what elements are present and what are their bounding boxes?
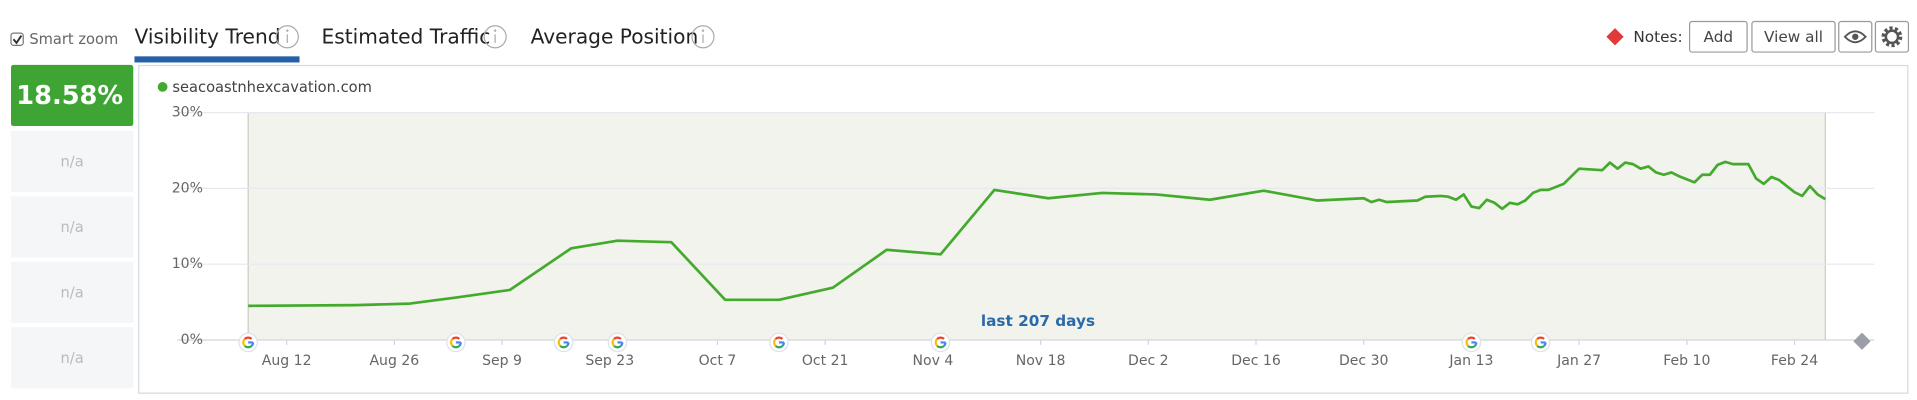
g-arc-blue [617,341,624,347]
google-update-marker [553,332,574,353]
tab[interactable]: Estimated Traffic [322,25,491,49]
g-arc-green [1467,344,1476,349]
settings-button[interactable] [1874,20,1910,53]
g-arc-red [243,336,253,340]
x-tick-label: Dec 2 [1128,353,1169,369]
gear-icon [1884,29,1900,45]
sidebar-row-value: n/a [61,219,84,236]
g-arc-blue [248,341,255,347]
y-tick-label: 0% [181,332,203,348]
g-arc-green [243,344,253,349]
google-update-marker [1461,332,1482,353]
g-arc-red [774,336,784,340]
google-update-marker [607,332,628,353]
x-tick-label: Sep 9 [482,353,522,369]
tab[interactable]: Visibility Trend [134,25,280,49]
g-arc-yellow [1465,338,1469,347]
g-arc-red [451,336,461,340]
plot-area [248,112,1826,340]
x-tick-label: Feb 10 [1663,353,1710,369]
smart-zoom-label[interactable]: Smart zoom [29,31,118,48]
google-update-marker [930,332,951,353]
checkmark [12,35,23,45]
info-dots [286,29,705,32]
chart: 0% 10% 20% 30% Aug 12 Aug 26 Sep 9 Sep 23 Oct 7 O… [157,79,1875,369]
sidebar-row-value: n/a [61,350,84,367]
g-arc-blue [779,341,786,347]
series-line [248,160,1827,308]
notes-label: Notes: [1633,28,1682,46]
view-all-button-label[interactable]: View all [1764,28,1823,46]
google-update-marker [769,332,789,353]
eye-icon [1843,30,1867,44]
g-arc-blue [940,341,947,347]
g-arc-yellow [450,338,454,347]
active-tab-underline [134,56,300,63]
y-tick-label: 30% [172,105,203,121]
annotation: last 207 days [981,312,1095,330]
g-arc-blue [563,341,570,347]
g-arc-yellow [1534,338,1539,347]
x-tick-label: Nov 4 [912,353,953,369]
g-arc-green [451,344,461,349]
x-tick-label: Aug 12 [262,353,312,369]
sidebar-rows: n/a n/a n/a n/a [11,130,134,389]
x-tick-label: Feb 24 [1771,353,1818,369]
x-tick-label: Dec 30 [1339,353,1389,369]
g-arc-red [1467,336,1476,340]
y-tick-label: 10% [172,256,203,272]
g-arc-red [559,336,568,340]
g-arc-red [613,336,622,340]
google-update-marker [446,332,466,353]
g-arc-red [936,336,945,340]
g-arc-red [1536,336,1545,340]
eye-pupil [1852,33,1859,40]
x-tick-label: Aug 26 [369,353,419,369]
current-value: 18.58% [16,81,123,111]
legend-label: seacoastnhexcavation.com [172,79,372,96]
legend-dot [157,82,168,92]
view-all-button[interactable] [1751,20,1836,53]
sidebar-row [11,196,134,258]
x-tick-label: Oct 7 [699,353,737,369]
gear-teeth [1881,26,1903,48]
g-arc-green [559,344,568,349]
g-arc-green [936,344,945,349]
tab[interactable]: Average Position [531,25,699,49]
sidebar-row [11,327,134,389]
sidebar-row-value: n/a [61,285,84,302]
sidebar-row [11,261,134,323]
g-arc-blue [1471,341,1478,347]
g-arc-yellow [557,338,562,347]
g-arc-blue [455,341,462,347]
x-tick-label: Dec 16 [1231,353,1281,369]
g-arc-green [774,344,784,349]
range-handle [1853,332,1871,350]
g-arc-green [613,344,622,349]
add-button-label[interactable]: Add [1704,28,1734,46]
x-tick-label: Nov 18 [1016,353,1066,369]
x-tick-label: Sep 23 [585,353,634,369]
sidebar-row-value: n/a [61,154,84,171]
g-arc-green [1536,344,1545,349]
add-button[interactable] [1688,20,1748,53]
y-tick-label: 20% [172,180,203,196]
g-arc-yellow [773,338,777,347]
current-value-box [11,64,134,127]
g-arc-yellow [242,338,246,347]
g-arc-blue [1540,341,1547,347]
x-tick-label: Jan 27 [1556,353,1601,369]
x-tick-label: Oct 21 [802,353,849,369]
sidebar-row [11,130,134,193]
google-update-marker [1530,332,1551,353]
g-arc-yellow [611,338,615,347]
info-icons [275,25,715,49]
notes-diamond [1606,28,1624,46]
x-tick-label: Jan 13 [1448,353,1493,369]
google-update-marker [238,332,258,353]
g-arc-yellow [934,338,939,347]
